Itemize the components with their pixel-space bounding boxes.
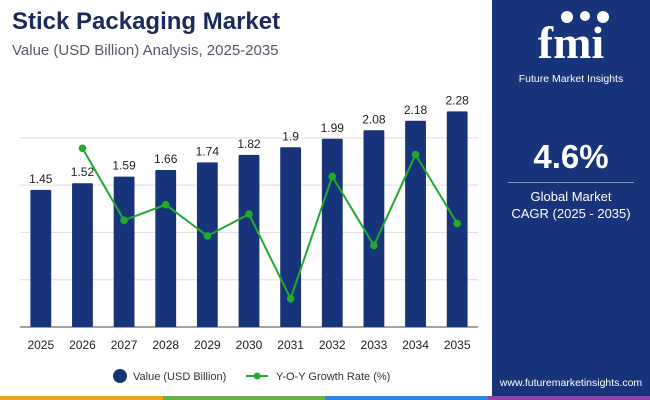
bar-2030 [238,154,260,327]
bar-label-2031: 1.9 [282,129,299,143]
bar-label-2033: 2.08 [362,112,386,126]
side-panel: fmi Future Market Insights 4.6% Global M… [492,0,650,400]
x-tick-labels: 2025 2026 2027 2028 2029 2030 2031 2032 2033 2034… [27,338,470,352]
stripe-segment-4 [487,396,650,400]
growth-point-2028 [161,200,170,209]
bar-2029 [196,162,218,327]
bar-label-2034: 2.18 [404,103,428,117]
logo-caption: Future Market Insights [518,73,624,85]
bar-2027 [113,176,135,327]
cagr-label-line2: CAGR (2025 - 2035) [511,206,631,221]
bar-label-2027: 1.59 [112,159,136,173]
x-tick-2030: 2030 [236,338,263,352]
logo-dot-1 [561,11,573,23]
growth-point-2032 [328,172,337,181]
bar-data-labels: 1.45 1.52 1.59 1.66 1.74 1.82 1.9 1.99 2.08 2.18 2… [29,93,469,186]
legend-line-label: Y-O-Y Growth Rate (%) [276,371,390,383]
growth-point-2033 [370,241,378,250]
cagr-label: Global Market CAGR (2025 - 2035) [492,188,650,222]
growth-point-2031 [286,294,295,303]
bar-label-2025: 1.45 [29,172,53,186]
bar-label-2029: 1.74 [196,144,220,158]
stripe-segment-2 [162,396,325,400]
logo-text: fmi [538,17,605,68]
growth-point-2035 [453,219,461,228]
website-url: www.futuremarketinsights.com [499,377,643,389]
growth-point-2026 [78,144,87,153]
x-tick-2029: 2029 [194,338,221,352]
bar-label-2026: 1.52 [71,165,95,179]
legend-bar-label: Value (USD Billion) [133,371,226,383]
stripe-segment-1 [0,396,163,400]
cagr-value: 4.6% [533,138,609,175]
bar-2032 [321,138,343,327]
growth-point-2029 [203,232,212,240]
bar-label-2035: 2.28 [446,93,470,107]
bar-2034 [405,120,426,327]
x-tick-2033: 2033 [361,338,388,352]
x-tick-2027: 2027 [111,338,138,352]
legend: Value (USD Billion) Y-O-Y Growth Rate (%… [113,369,390,383]
growth-line-series [78,144,461,303]
cagr-divider [508,182,634,183]
bottom-color-stripe [0,396,650,400]
logo-dot-3 [597,11,609,23]
growth-point-2027 [120,216,128,225]
bar-2035 [446,111,468,327]
bar-label-2032: 1.99 [321,121,345,135]
bar-label-2028: 1.66 [154,152,178,166]
fmi-logo-mark: fmi [538,11,609,68]
legend-line-dot [253,372,261,380]
bar-series [30,111,468,327]
x-tick-2034: 2034 [402,338,429,352]
x-tick-2025: 2025 [27,338,54,352]
x-tick-2032: 2032 [319,338,346,352]
growth-line [81,147,459,302]
bar-label-2030: 1.82 [237,137,261,151]
growth-point-2030 [245,210,253,218]
chart-title: Stick Packaging Market [12,8,281,35]
bar-2028 [155,169,177,327]
fmi-logo: fmi Future Market Insights [492,8,650,85]
bar-2025 [30,189,52,327]
x-tick-2028: 2028 [152,338,179,352]
legend-bar-marker [113,369,127,383]
bar-2026 [72,183,93,327]
growth-point-2034 [411,150,420,159]
x-tick-2031: 2031 [277,338,304,352]
bar-2033 [363,130,385,327]
cagr-label-line1: Global Market [530,189,612,204]
logo-dot-2 [580,11,590,21]
chart: 1.45 1.52 1.59 1.66 1.74 1.82 1.9 1.99 2.08 2.18 2… [20,93,478,383]
stripe-segment-3 [325,396,488,400]
x-tick-2026: 2026 [69,338,96,352]
chart-subtitle: Value (USD Billion) Analysis, 2025-2035 [12,42,279,59]
x-tick-2035: 2035 [444,338,471,352]
